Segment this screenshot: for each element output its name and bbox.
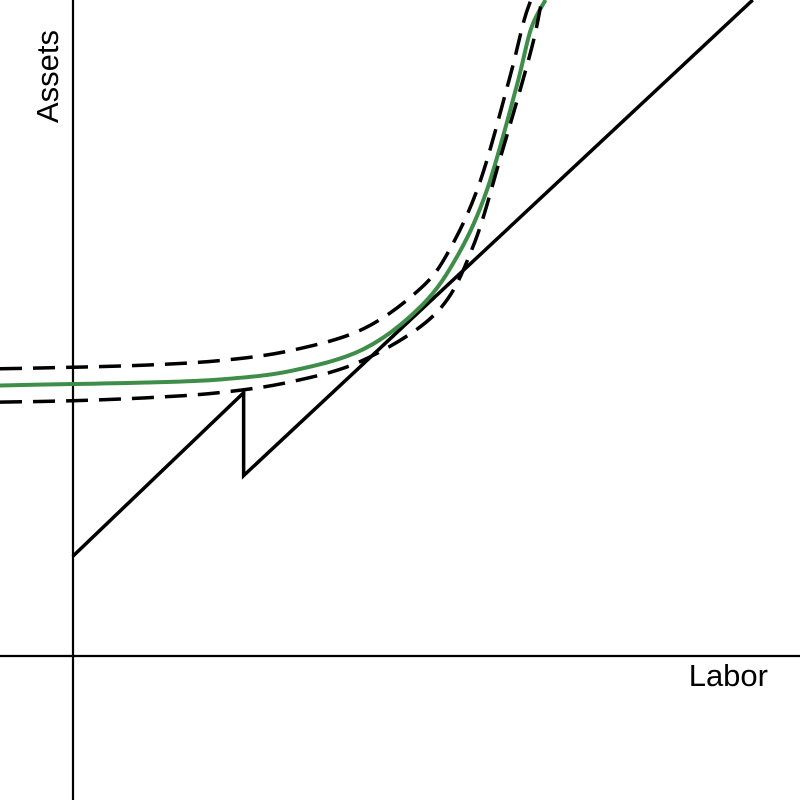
upper-dashed-curve xyxy=(0,0,533,371)
indifference-curve xyxy=(0,0,548,388)
lower-dashed-curve xyxy=(0,0,544,404)
y-axis-label: Assets xyxy=(30,30,65,123)
series-layer xyxy=(0,0,754,558)
x-axis-label: Labor xyxy=(689,658,768,693)
budget-line xyxy=(71,0,754,558)
